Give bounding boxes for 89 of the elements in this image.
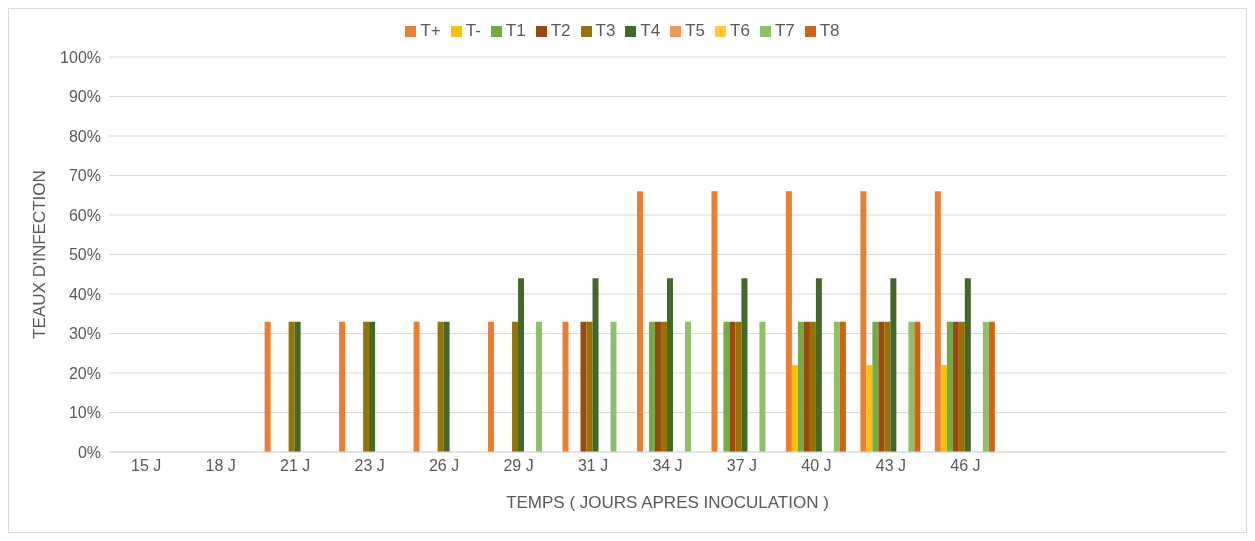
legend-label: T8 xyxy=(819,21,840,40)
bar xyxy=(866,365,873,452)
y-tick-label: 20% xyxy=(68,364,101,382)
bar xyxy=(666,278,673,452)
bar xyxy=(413,321,420,452)
bar xyxy=(791,365,798,452)
y-tick-label: 0% xyxy=(77,443,101,461)
y-tick-label: 40% xyxy=(68,285,101,303)
bar xyxy=(294,321,301,452)
legend-label: T1 xyxy=(505,21,526,40)
y-axis-title: TEAUX D'INFECTION xyxy=(30,170,50,339)
bar xyxy=(636,191,643,452)
bar xyxy=(952,321,959,452)
y-tick-label: 60% xyxy=(68,206,101,224)
y-tick-label: 70% xyxy=(68,167,101,185)
y-tick-label: 50% xyxy=(68,246,101,264)
bar xyxy=(684,321,691,452)
legend-label: T6 xyxy=(730,21,750,40)
x-tick-label: 40 J xyxy=(801,457,832,475)
bar xyxy=(908,321,915,452)
bar xyxy=(288,321,295,452)
x-tick-label: 31 J xyxy=(577,457,609,475)
y-tick-label: 80% xyxy=(68,127,101,145)
bar xyxy=(803,321,810,452)
bar xyxy=(586,321,593,452)
legend-label: T3 xyxy=(595,21,616,40)
y-tick-label: 100% xyxy=(60,48,101,66)
x-tick-label: 43 J xyxy=(875,457,907,475)
x-tick-label: 15 J xyxy=(131,457,162,475)
bar xyxy=(437,321,444,452)
legend-label: T7 xyxy=(774,21,795,40)
bar xyxy=(592,278,599,452)
bar xyxy=(833,321,840,452)
x-tick-label: 34 J xyxy=(652,457,683,475)
bar xyxy=(339,321,346,452)
legend-label: T5 xyxy=(685,21,706,40)
legend-label: T- xyxy=(465,21,481,40)
bar xyxy=(759,321,766,452)
bar xyxy=(735,321,742,452)
bar xyxy=(711,191,718,452)
bar xyxy=(988,321,995,452)
bar xyxy=(934,191,941,452)
x-tick-label: 23 J xyxy=(354,457,385,475)
bar xyxy=(872,321,879,452)
bar xyxy=(797,321,804,452)
bar xyxy=(562,321,569,452)
bar xyxy=(860,191,867,452)
x-tick-label: 37 J xyxy=(726,457,758,475)
bar xyxy=(264,321,271,452)
bar xyxy=(369,321,376,452)
bar xyxy=(443,321,450,452)
bar xyxy=(958,321,965,452)
y-tick-label: 30% xyxy=(68,325,101,343)
x-tick-label: 26 J xyxy=(428,457,460,475)
bar xyxy=(660,321,667,452)
bar xyxy=(610,321,617,452)
bar xyxy=(512,321,519,452)
x-tick-label: 21 J xyxy=(280,457,311,475)
legend-label: T+ xyxy=(420,21,441,40)
bar xyxy=(648,321,655,452)
bar xyxy=(363,321,370,452)
bar xyxy=(878,321,885,452)
bar xyxy=(839,321,846,452)
y-tick-label: 90% xyxy=(68,88,101,106)
bar xyxy=(723,321,730,452)
bar xyxy=(741,278,748,452)
bar xyxy=(654,321,661,452)
bar xyxy=(536,321,543,452)
bar xyxy=(815,278,822,452)
bar xyxy=(946,321,953,452)
bar xyxy=(914,321,921,452)
bar xyxy=(982,321,989,452)
legend-label: T2 xyxy=(550,21,571,40)
bar xyxy=(809,321,816,452)
x-tick-label: 29 J xyxy=(503,457,534,475)
legend-label: T4 xyxy=(640,21,661,40)
bar xyxy=(580,321,587,452)
bar xyxy=(940,365,947,452)
bar xyxy=(890,278,897,452)
y-tick-label: 10% xyxy=(68,404,101,422)
bar xyxy=(964,278,971,452)
x-tick-label: 46 J xyxy=(950,457,981,475)
bar xyxy=(729,321,736,452)
bar xyxy=(785,191,792,452)
bar xyxy=(518,278,525,452)
x-tick-label: 18 J xyxy=(205,457,236,475)
bar xyxy=(488,321,495,452)
bar xyxy=(884,321,891,452)
x-axis-title: TEMPS ( JOURS APRES INOCULATION ) xyxy=(506,493,829,512)
